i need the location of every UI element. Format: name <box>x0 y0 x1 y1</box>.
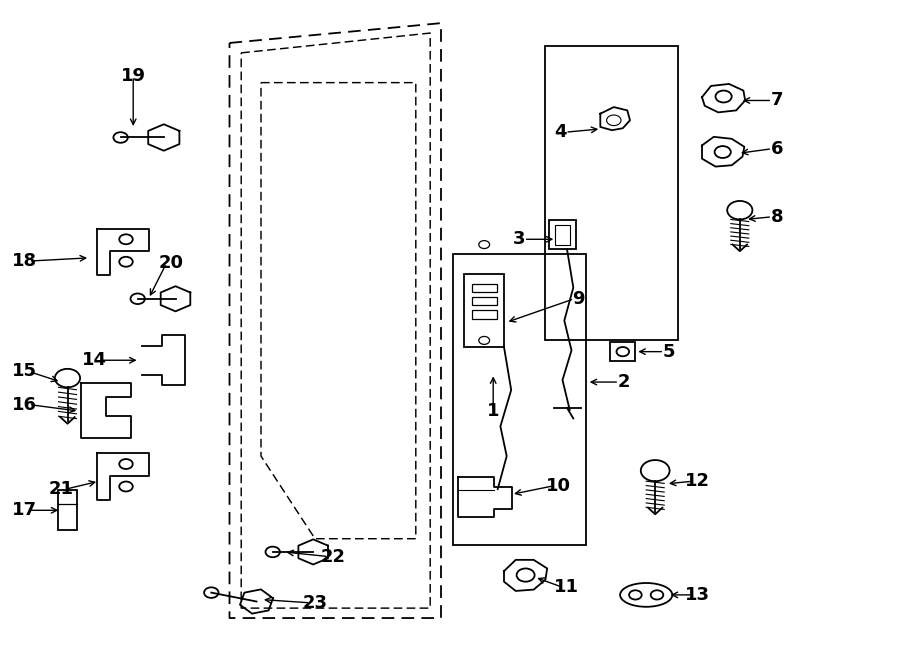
Text: 6: 6 <box>770 139 783 158</box>
Text: 23: 23 <box>302 594 328 612</box>
Text: 11: 11 <box>554 578 579 596</box>
Bar <box>472 297 497 305</box>
Text: 2: 2 <box>617 373 630 391</box>
Text: 15: 15 <box>12 362 37 381</box>
Text: 5: 5 <box>662 342 675 361</box>
Text: 16: 16 <box>12 395 37 414</box>
Bar <box>544 46 678 340</box>
Text: 8: 8 <box>770 208 783 226</box>
Bar <box>453 254 586 545</box>
Text: 19: 19 <box>121 67 146 85</box>
Bar <box>58 490 77 530</box>
Text: 17: 17 <box>12 501 37 520</box>
Bar <box>472 310 497 319</box>
Text: 12: 12 <box>685 472 710 490</box>
Bar <box>464 274 504 347</box>
Text: 9: 9 <box>572 290 585 308</box>
Text: 7: 7 <box>770 91 783 110</box>
Text: 22: 22 <box>320 547 346 566</box>
Text: 10: 10 <box>545 477 571 495</box>
Text: 20: 20 <box>158 254 184 272</box>
Bar <box>555 225 570 245</box>
Text: 1: 1 <box>487 402 500 420</box>
Text: 21: 21 <box>49 480 74 498</box>
Text: 18: 18 <box>12 252 37 270</box>
Bar <box>610 342 635 361</box>
Bar <box>472 284 497 292</box>
Text: 4: 4 <box>554 123 567 141</box>
Text: 3: 3 <box>513 230 526 249</box>
Bar <box>549 220 576 249</box>
Text: 13: 13 <box>685 586 710 604</box>
Text: 14: 14 <box>82 351 107 369</box>
